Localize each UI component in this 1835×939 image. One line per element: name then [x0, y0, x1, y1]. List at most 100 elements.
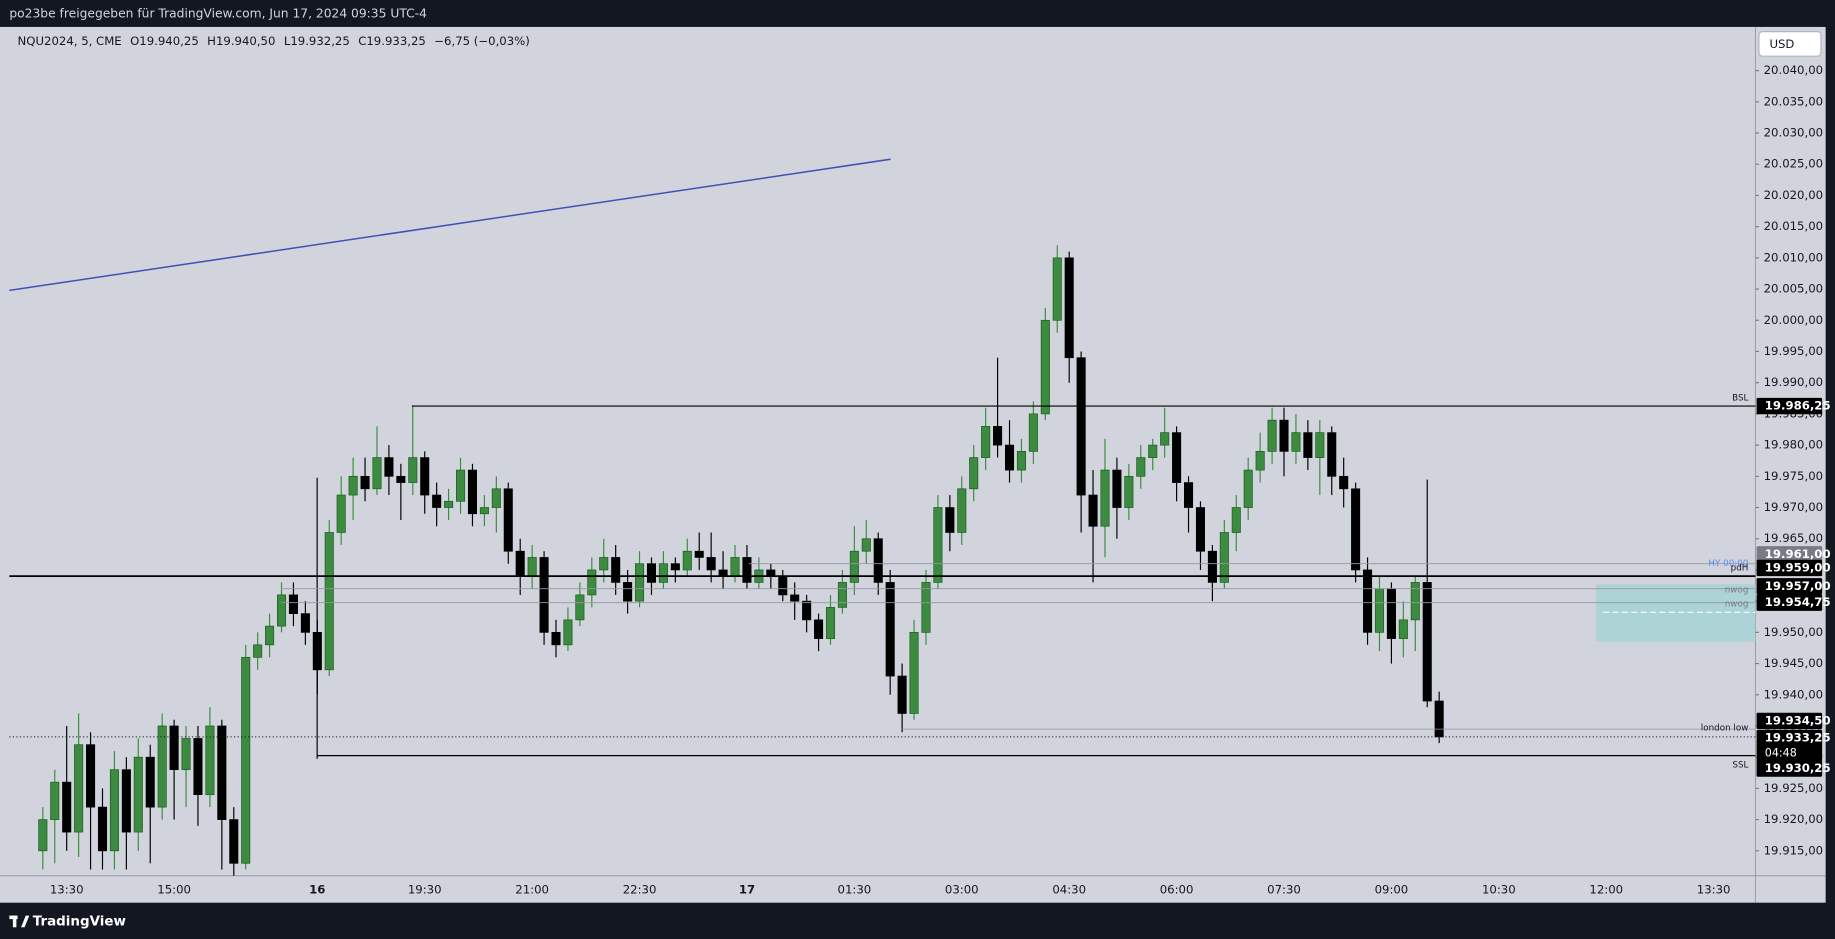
candle-body	[837, 582, 847, 608]
candle-body	[563, 619, 573, 646]
candle-body	[181, 738, 191, 771]
candle-body	[1172, 432, 1182, 483]
price-label: 19.954,75	[1765, 595, 1831, 609]
candle-body	[1100, 469, 1110, 527]
level-tag: nwog	[1725, 599, 1749, 609]
candle-body	[1207, 550, 1217, 583]
candle-body	[694, 550, 704, 558]
symbol: NQU2024, 5, CME	[18, 33, 122, 47]
candle-body	[336, 494, 346, 533]
candle-body	[157, 725, 167, 808]
candle-body	[778, 575, 788, 596]
candle-body	[825, 607, 836, 639]
candle-body	[933, 507, 943, 583]
candle-body	[300, 613, 310, 633]
y-tick-label: 19.975,00	[1764, 469, 1823, 483]
price-label: 19.933,25	[1765, 731, 1831, 745]
x-tick-label: 07:30	[1267, 882, 1301, 896]
price-label: 19.957,00	[1765, 579, 1831, 593]
y-tick-label: 19.970,00	[1764, 500, 1823, 514]
candle-body	[1351, 488, 1361, 571]
candle-body	[1386, 588, 1396, 639]
candle-body	[265, 625, 275, 646]
candle-body	[969, 457, 979, 490]
trend-line	[9, 158, 891, 292]
price-label-box	[1756, 760, 1823, 777]
y-tick-label: 19.965,00	[1764, 531, 1823, 545]
candle-body	[396, 475, 406, 483]
x-tick-label: 01:30	[838, 882, 872, 896]
candle-body	[527, 557, 537, 577]
y-tick-label: 20.000,00	[1764, 313, 1823, 327]
candle-body	[921, 582, 931, 633]
candle-body	[133, 756, 143, 833]
candle-body	[253, 644, 263, 658]
candle-body	[945, 507, 955, 533]
level-tag: BSL	[1732, 393, 1748, 403]
candle-body	[444, 500, 454, 508]
symbol-legend: NQU2024, 5, CME O19.940,25 H19.940,50 L1…	[18, 33, 530, 47]
level-tag: london low	[1701, 723, 1749, 733]
candle-body	[635, 563, 645, 602]
candle-body	[814, 619, 824, 639]
candle-body	[551, 632, 561, 646]
candle-body	[706, 557, 716, 571]
share-title: po23be freigegeben für TradingView.com, …	[9, 7, 427, 21]
y-tick-label: 20.025,00	[1764, 157, 1823, 171]
change: −6,75 (−0,03%)	[434, 33, 530, 47]
candle-body	[1422, 582, 1432, 702]
y-tick-label: 20.020,00	[1764, 188, 1823, 202]
x-tick-label: 13:30	[1697, 882, 1731, 896]
candle-body	[121, 769, 131, 833]
price-label-box	[1756, 559, 1823, 577]
candle-body	[993, 426, 1003, 446]
y-tick-label: 19.940,00	[1764, 687, 1823, 701]
candle-body	[456, 469, 466, 502]
logo-stem	[12, 915, 17, 928]
candle-body	[491, 488, 501, 508]
candle-body	[1374, 588, 1385, 633]
candle-body	[145, 756, 155, 808]
candle-body	[1363, 569, 1373, 633]
level-tag: HY 00:00	[1708, 559, 1748, 569]
candle-body	[1148, 444, 1158, 458]
y-tick-label: 20.010,00	[1764, 250, 1823, 264]
logo: TradingView	[9, 914, 126, 929]
candle-body	[790, 594, 800, 602]
candle-body	[1004, 444, 1015, 471]
candle-body	[169, 725, 179, 771]
candle-body	[1231, 507, 1241, 533]
candle-body	[1064, 257, 1074, 359]
candle-body	[205, 725, 215, 795]
y-tick-label: 20.005,00	[1764, 282, 1823, 296]
currency-button[interactable]	[1758, 31, 1822, 57]
currency[interactable]: USD	[1769, 37, 1794, 51]
candle-body	[909, 632, 919, 714]
candle-body	[1315, 432, 1325, 458]
candle-body	[539, 557, 549, 633]
candle-body	[86, 744, 96, 808]
candle-body	[109, 769, 119, 852]
candle-body	[718, 569, 728, 577]
x-tick-label: 16	[309, 882, 325, 896]
candle-body	[1136, 457, 1146, 477]
candle-body	[575, 594, 585, 621]
price-label: 19.930,25	[1765, 761, 1831, 775]
candle-body	[682, 550, 692, 571]
candle-body	[515, 550, 525, 577]
chart-area	[0, 26, 1826, 903]
brand: TradingView	[33, 914, 126, 929]
y-tick-label: 20.040,00	[1764, 63, 1823, 77]
countdown: 04:48	[1765, 746, 1797, 759]
candle-body	[1243, 469, 1253, 508]
candle-body	[229, 819, 239, 864]
open: O19.940,25	[130, 33, 199, 47]
candle-body	[1184, 482, 1194, 508]
candle-body	[658, 563, 668, 583]
candle-body	[1028, 413, 1038, 452]
price-label-box	[1756, 546, 1823, 563]
candle-body	[348, 475, 358, 496]
candle-body	[1279, 419, 1289, 452]
price-label-box	[1756, 594, 1823, 611]
